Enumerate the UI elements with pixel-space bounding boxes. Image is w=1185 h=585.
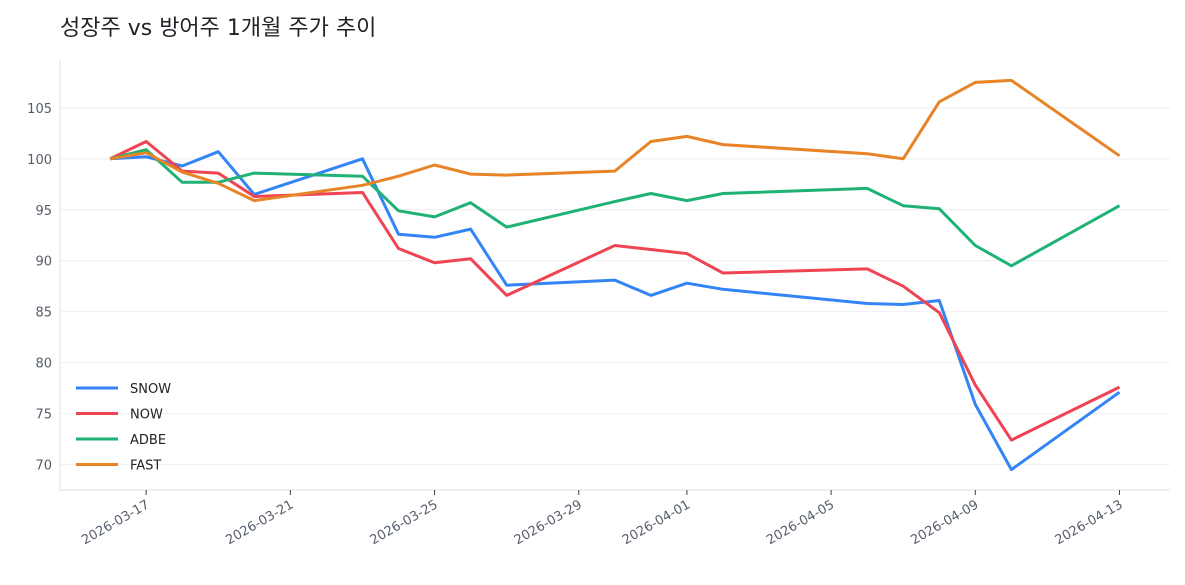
y-tick-label: 75	[35, 408, 52, 423]
x-tick-label: 2026-04-05	[764, 497, 837, 548]
x-tick-label: 2026-03-21	[223, 497, 296, 548]
chart-title: 성장주 vs 방어주 1개월 주가 추이	[60, 16, 377, 41]
series-line-adbe	[109, 148, 1121, 268]
y-tick-label: 70	[35, 459, 52, 474]
x-tick-label: 2026-04-09	[908, 497, 981, 548]
y-tick-label: 105	[27, 102, 52, 117]
x-tick-label: 2026-03-25	[368, 497, 441, 548]
series-line-now	[109, 140, 1121, 442]
legend-label-fast: FAST	[130, 459, 161, 474]
y-tick-label: 85	[35, 306, 52, 321]
legend-label-now: NOW	[130, 408, 163, 423]
y-tick-label: 100	[27, 153, 52, 168]
legend-label-adbe: ADBE	[130, 433, 166, 448]
x-tick-label: 2026-04-01	[620, 497, 693, 548]
y-tick-label: 90	[35, 255, 52, 270]
legend-label-snow: SNOW	[130, 382, 171, 397]
x-tick-label: 2026-03-29	[512, 497, 585, 548]
series-line-snow	[110, 150, 1121, 472]
x-tick-label: 2026-04-13	[1053, 497, 1126, 548]
y-tick-label: 80	[35, 357, 52, 372]
y-tick-label: 95	[35, 204, 52, 219]
x-tick-label: 2026-03-17	[79, 497, 152, 548]
series-line-fast	[109, 78, 1121, 203]
